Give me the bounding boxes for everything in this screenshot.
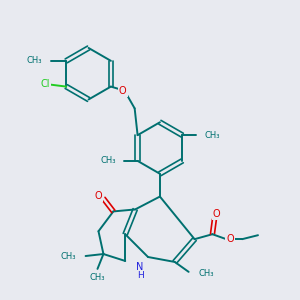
Text: O: O bbox=[213, 209, 220, 219]
Text: CH₃: CH₃ bbox=[100, 156, 116, 165]
Text: Cl: Cl bbox=[41, 79, 50, 88]
Text: N: N bbox=[136, 262, 144, 272]
Text: CH₃: CH₃ bbox=[27, 56, 43, 65]
Text: CH₃: CH₃ bbox=[90, 273, 105, 282]
Text: CH₃: CH₃ bbox=[204, 130, 220, 140]
Text: O: O bbox=[226, 234, 234, 244]
Text: CH₃: CH₃ bbox=[60, 251, 76, 260]
Text: O: O bbox=[119, 85, 127, 96]
Text: H: H bbox=[137, 271, 143, 280]
Text: CH₃: CH₃ bbox=[199, 269, 214, 278]
Text: O: O bbox=[95, 190, 102, 201]
